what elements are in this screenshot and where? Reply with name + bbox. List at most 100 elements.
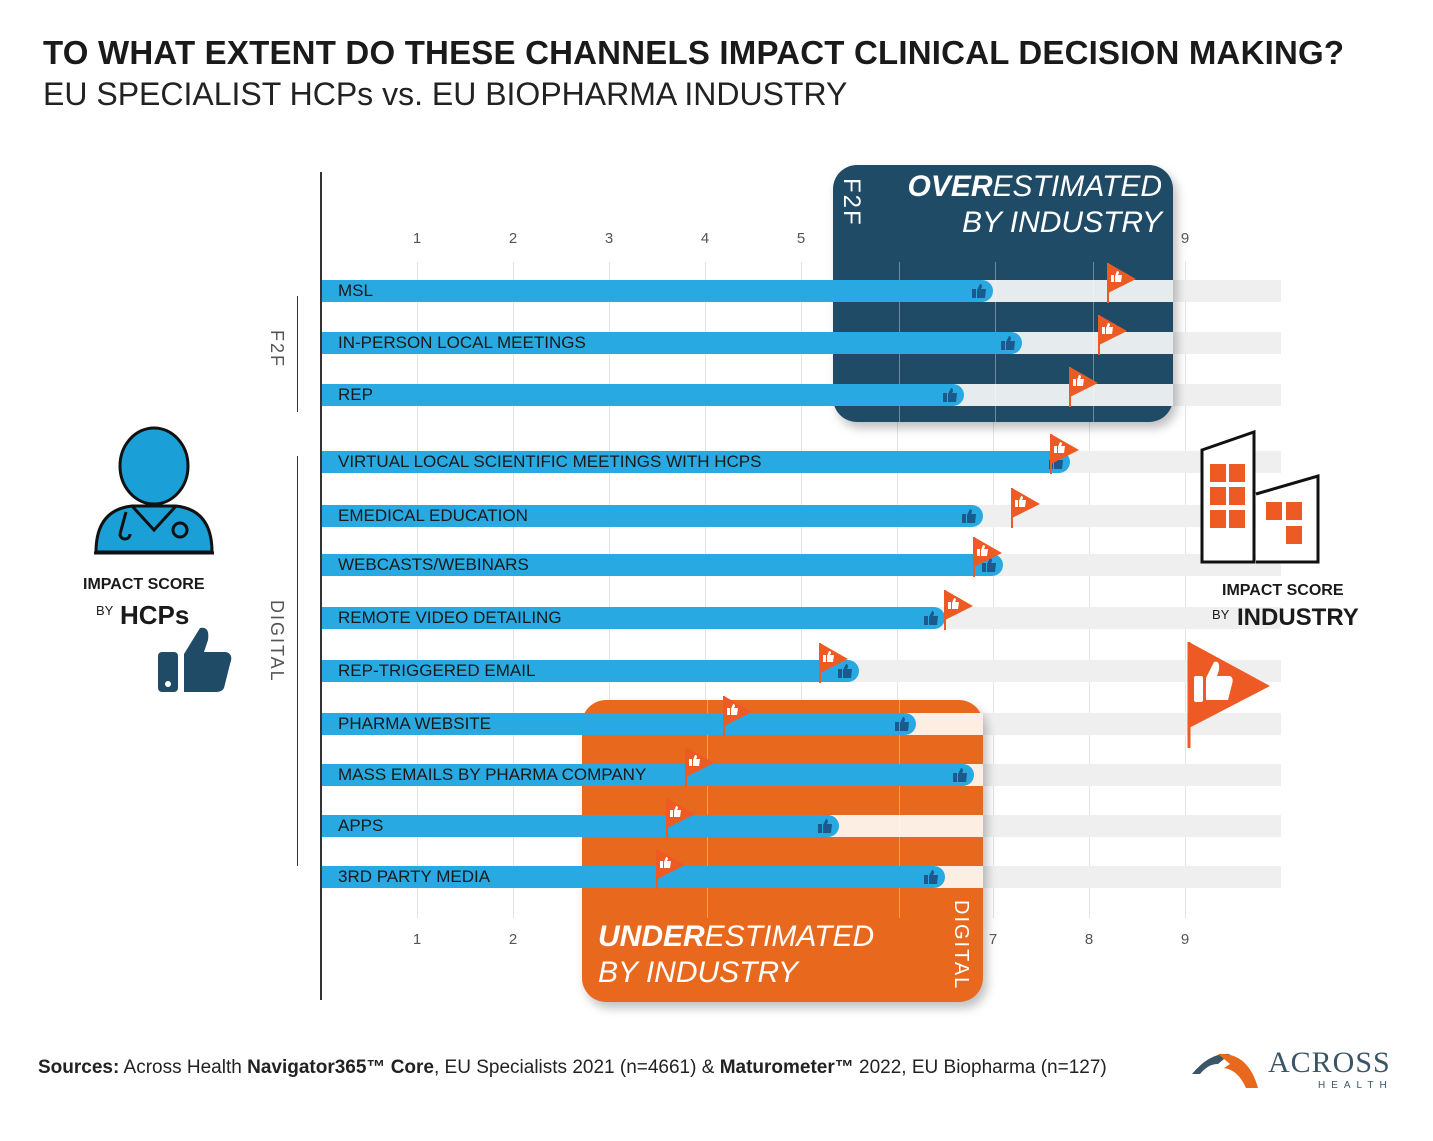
x-tick-top: 5 [796,230,806,247]
category-label: APPS [338,816,384,835]
gridline [1089,262,1090,918]
sources-note: Sources: Across Health Navigator365™ Cor… [38,1056,1107,1080]
x-tick-bottom: 1 [412,931,422,948]
underestimated-rest: ESTIMATED [704,920,875,953]
gridline [609,262,610,918]
category-label: VIRTUAL LOCAL SCIENTIFIC MEETINGS WITH H… [338,452,762,471]
industry-flag-marker [665,798,695,838]
hcp-bar [322,332,1022,354]
gridline [897,262,898,918]
digital-bracket [297,456,298,866]
gridline [513,262,514,918]
overestimated-side-label: F2F [838,178,865,227]
hcp-bar [322,451,1070,473]
hcp-bar [322,764,974,786]
gridline [1185,262,1186,918]
overestimated-rest: ESTIMATED [992,170,1162,203]
hcp-thumb-marker [962,509,977,523]
hcp-bar [322,280,993,302]
x-tick-top: 9 [1180,230,1190,247]
x-tick-bottom: 9 [1180,931,1190,948]
hcp-thumb-marker [818,819,833,833]
industry-flag-marker [1097,315,1127,355]
sources-text: , EU Specialists 2021 (n=4661) & [434,1057,720,1078]
hcp-thumb-marker [972,284,986,298]
hcp-thumb-marker [943,388,958,402]
category-label: REP [338,385,373,404]
sources-label: Sources: [38,1057,120,1078]
hcp-bar [322,607,945,629]
industry-flag-marker [1011,488,1041,528]
gridline [899,700,900,918]
x-tick-bottom: 7 [988,931,998,948]
thumbs-up-icon [158,627,232,692]
underestimated-title: UNDERESTIMATED [598,920,874,954]
category-label: 3RD PARTY MEDIA [338,867,491,886]
industry-legend-line1: IMPACT SCORE [1222,582,1344,599]
hcp-bar [322,554,1003,576]
category-label: PHARMA WEBSITE [338,714,492,733]
hcp-thumb-marker [924,870,938,884]
category-label: EMEDICAL EDUCATION [338,506,528,525]
buildings-icon [1200,430,1320,564]
hcp-bar [322,505,984,527]
group-label-digital: DIGITAL [267,600,287,683]
industry-flag-marker [1068,367,1098,407]
x-tick-top: 1 [412,230,422,247]
sources-maturometer: Maturometer™ [719,1057,854,1078]
sources-navigator: Navigator365™ Core [247,1057,434,1078]
category-label: IN-PERSON LOCAL MEETINGS [338,333,586,352]
industry-flag-marker [723,696,753,736]
category-label: REP-TRIGGERED EMAIL [338,661,536,680]
gridline [707,700,708,918]
industry-flag-marker [1107,263,1137,303]
logo-mark [1192,1053,1258,1088]
hcp-thumb-marker [837,664,852,678]
hcp-thumb-marker [981,558,996,572]
gridline [705,262,706,918]
doctor-icon [94,426,214,555]
category-label: MASS EMAILS BY PHARMA COMPANY [338,765,647,784]
underestimated-box [582,700,983,1002]
hcp-bar [322,815,840,837]
logo-sub: HEALTH [1318,1080,1393,1091]
x-tick-top: 2 [508,230,518,247]
industry-flag-marker [944,590,973,630]
hcp-bar [322,384,965,406]
category-label: MSL [338,281,373,300]
overestimated-line2: BY INDUSTRY [961,206,1162,239]
x-tick-bottom: 8 [1084,931,1094,948]
flag-icon [1187,642,1270,748]
underestimated-bold: UNDER [598,920,705,953]
industry-flag-marker [656,849,685,889]
x-tick-top: 3 [604,230,614,247]
overestimated-title: OVERESTIMATED [908,170,1162,204]
hcp-bar [322,660,859,682]
hcp-bar [322,866,945,888]
hcp-thumb-marker [895,717,910,731]
industry-flag-marker [819,643,849,683]
gridline [993,262,994,918]
gridline [801,262,802,918]
hcp-bar [322,713,917,735]
f2f-bracket [297,296,298,412]
group-label-f2f: F2F [267,330,287,369]
overestimated-bold: OVER [907,170,993,203]
underestimated-line2: BY INDUSTRY [598,956,799,989]
industry-flag-marker [972,537,1002,577]
x-tick-bottom: 2 [508,931,518,948]
industry-flag-marker [1049,434,1079,474]
chart-title: TO WHAT EXTENT DO THESE CHANNELS IMPACT … [43,34,1345,71]
chart-subtitle: EU SPECIALIST HCPs vs. EU BIOPHARMA INDU… [43,76,848,112]
gridline [417,262,418,918]
hcp-legend-line1: IMPACT SCORE [83,576,205,593]
category-label: REMOTE VIDEO DETAILING [338,608,562,627]
sources-text: 2022, EU Biopharma (n=127) [853,1057,1107,1078]
industry-legend-by: BY [1212,607,1230,622]
hcp-legend-who: HCPs [120,600,190,630]
hcp-thumb-marker [952,768,967,782]
category-label: WEBCASTS/WEBINARS [338,555,529,574]
industry-flag-marker [684,747,714,787]
